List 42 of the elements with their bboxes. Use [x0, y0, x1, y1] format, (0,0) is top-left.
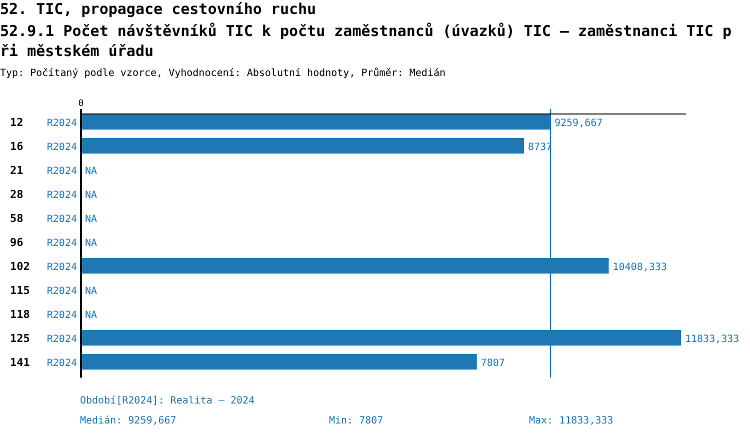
- text: R2024: [46, 142, 77, 153]
- text: NA: [85, 310, 98, 321]
- bar: [81, 354, 477, 370]
- y-tick-label: 21: [10, 164, 24, 177]
- chart-subtitle: 52.9.1 Počet návštěvníků TIC k počtu zaměstnanců (úvazků) TIC – zaměstnanci TIC při městském úřadu: [0, 22, 732, 60]
- y-tick-label: 102: [10, 260, 30, 273]
- data-label: 7807: [480, 358, 505, 369]
- text: R2024: [46, 238, 77, 249]
- data-label: 9259,667: [554, 118, 603, 129]
- text: Medián: 9259,667: [80, 416, 176, 427]
- y-tick-label: 28: [10, 188, 24, 201]
- text: Typ: Počítaný podle vzorce, Vyhodnocení: Absolutní hodnoty, Průměr: Medián: [0, 67, 446, 79]
- text: Max: 11833,333: [529, 416, 614, 427]
- y-tick-label: 12: [10, 116, 24, 129]
- y-tick-label: 118: [10, 308, 30, 321]
- y-tick-label: 115: [10, 284, 30, 297]
- text: NA: [85, 286, 98, 297]
- text: R2024: [46, 310, 77, 321]
- text: NA: [85, 190, 98, 201]
- text: NA: [85, 238, 98, 249]
- text: R2024: [46, 334, 77, 345]
- data-label: 11833,333: [685, 334, 740, 345]
- text: Období[R2024]: Realita – 2024: [80, 396, 255, 407]
- y-tick-label: 125: [10, 332, 30, 345]
- text: R2024: [46, 358, 77, 369]
- data-label: 10408,333: [612, 262, 667, 273]
- text: R2024: [46, 262, 77, 273]
- text: R2024: [46, 190, 77, 201]
- text: NA: [85, 214, 98, 225]
- y-tick-label: 58: [10, 212, 24, 225]
- series-label: R2024: [46, 118, 77, 129]
- text: Min: 7807: [329, 416, 384, 427]
- y-tick-label: 16: [10, 140, 24, 153]
- text: R2024: [46, 166, 77, 177]
- y-tick-label: 141: [10, 356, 30, 369]
- text: NA: [85, 166, 98, 177]
- y-tick-label: 96: [10, 236, 24, 249]
- text: R2024: [46, 286, 77, 297]
- text: R2024: [46, 214, 77, 225]
- bar: [81, 138, 524, 154]
- chart-title: 52. TIC, propagace cestovního ruchu: [0, 0, 316, 18]
- annotation: 0: [78, 99, 84, 109]
